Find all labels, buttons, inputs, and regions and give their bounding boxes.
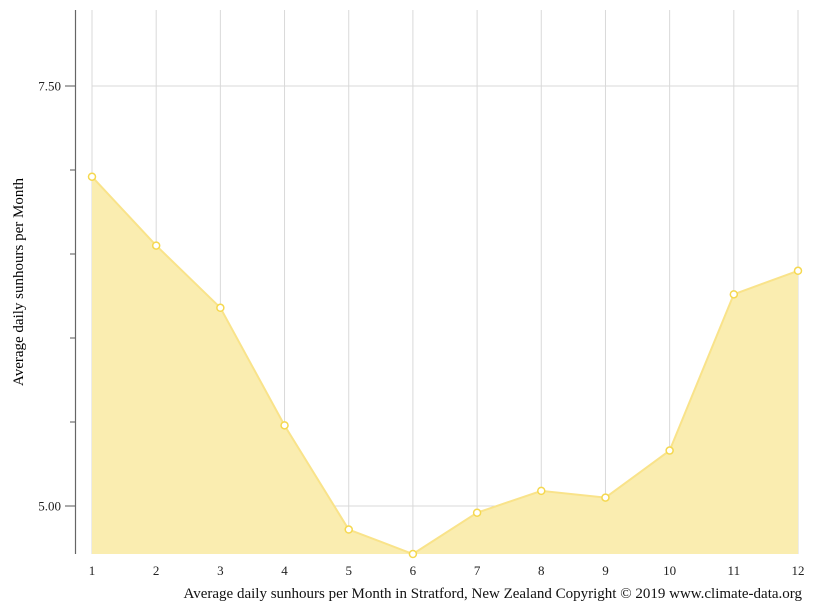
x-tick-label: 4 <box>281 563 288 578</box>
x-tick-label: 10 <box>663 563 676 578</box>
data-point-marker <box>151 241 161 250</box>
x-tick-label: 6 <box>410 563 417 578</box>
x-axis-tick-labels: 1 2 3 4 5 6 7 8 9 10 11 12 <box>89 563 805 578</box>
data-point-marker <box>537 486 546 496</box>
y-axis-ticks: 5.00 7.50 <box>38 79 75 514</box>
x-tick-label: 5 <box>345 563 352 578</box>
data-area-fill <box>92 176 798 554</box>
data-point-markers <box>87 172 803 559</box>
x-tick-label: 8 <box>538 563 545 578</box>
data-point-marker <box>216 303 225 313</box>
data-point-marker <box>344 525 353 534</box>
x-tick-label: 7 <box>474 563 481 578</box>
data-point-marker <box>793 266 803 276</box>
x-tick-label: 2 <box>153 563 160 578</box>
y-tick-label: 5.00 <box>38 499 61 514</box>
x-tick-label: 11 <box>728 563 741 578</box>
data-point-marker <box>408 549 418 559</box>
data-point-marker <box>472 508 482 517</box>
data-point-marker <box>729 290 739 299</box>
data-line <box>91 176 799 556</box>
x-tick-label: 3 <box>217 563 224 578</box>
y-tick-label: 7.50 <box>38 79 61 94</box>
x-tick-label: 9 <box>602 563 609 578</box>
data-point-marker <box>87 172 97 181</box>
data-point-marker <box>665 446 674 455</box>
data-point-marker <box>280 421 289 430</box>
x-tick-label: 1 <box>89 563 96 578</box>
chart-caption: Average daily sunhours per Month in Stra… <box>184 586 803 602</box>
data-point-marker <box>601 493 610 502</box>
x-tick-label: 12 <box>792 563 805 578</box>
y-axis-label: Average daily sunhours per Month <box>11 178 27 387</box>
